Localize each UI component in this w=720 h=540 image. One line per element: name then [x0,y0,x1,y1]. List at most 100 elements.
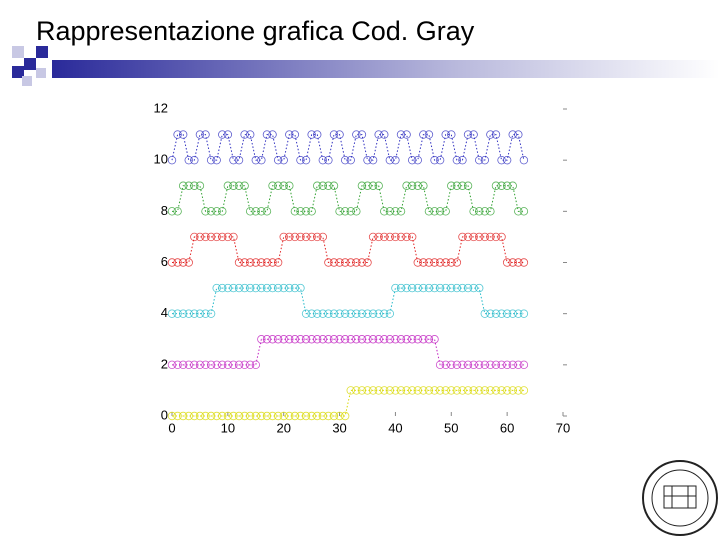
marker [218,232,227,242]
marker [240,258,249,267]
marker [486,207,495,216]
marker [329,335,339,344]
marker [184,309,193,318]
y-tick-label: 8 [161,203,168,218]
marker [447,181,456,190]
marker [290,283,300,293]
marker [475,232,484,242]
marker [206,207,216,216]
marker [346,309,355,318]
marker [368,181,378,190]
marker [240,411,249,421]
marker [352,335,361,344]
marker [363,386,372,395]
marker [469,207,478,216]
marker [452,181,462,190]
marker [357,386,367,395]
marker [435,283,445,293]
marker [430,207,439,216]
marker [268,258,277,267]
marker [173,258,182,267]
marker [245,411,255,421]
marker [413,258,422,267]
marker [452,258,462,267]
marker [212,360,221,370]
marker [380,335,389,344]
marker [212,155,221,165]
marker [463,386,473,395]
marker [301,411,311,421]
plot: 0 2 4 6 8 10 12 0 10 20 30 40 50 60 70 [154,100,571,435]
marker [458,386,467,395]
marker [296,283,305,293]
marker [435,360,445,370]
marker [497,155,506,165]
marker [491,360,501,370]
marker [212,232,221,242]
marker [407,181,417,190]
marker [352,207,361,216]
marker [296,411,305,421]
series-line [172,185,524,212]
marker [279,283,288,293]
marker [502,386,512,395]
marker [402,386,411,395]
marker [480,207,489,216]
marker [352,386,361,395]
marker [447,360,456,370]
marker [206,411,216,421]
marker [178,181,188,190]
marker [273,181,283,190]
marker [257,155,266,165]
marker [469,130,478,139]
marker [374,386,383,395]
marker [402,130,411,139]
marker [486,232,495,242]
marker [380,309,389,318]
marker [173,360,182,370]
marker [212,207,221,216]
marker [324,411,333,421]
marker [519,207,529,216]
marker [368,309,378,318]
marker [251,207,260,216]
marker [268,411,277,421]
marker [497,309,506,318]
marker [245,283,255,293]
marker [391,155,400,165]
marker [346,207,355,216]
marker [313,335,322,344]
marker [407,155,417,165]
slide-title: Rappresentazione grafica Cod. Gray [36,16,475,46]
marker [458,360,467,370]
marker [363,181,372,190]
marker [480,232,489,242]
series-line [172,338,524,366]
marker [184,181,193,190]
marker [396,232,406,242]
marker [240,360,249,370]
marker [491,309,501,318]
marker [184,411,193,421]
marker [486,130,495,139]
marker [335,309,344,318]
marker [374,130,383,139]
marker [301,309,311,318]
marker [329,258,339,267]
marker [385,335,395,344]
marker [190,309,199,318]
marker [363,309,372,318]
marker [430,258,439,267]
marker [251,155,260,165]
marker [201,411,210,421]
marker [380,386,389,395]
marker [245,130,255,139]
marker [497,386,506,395]
marker [335,258,344,267]
marker [508,309,517,318]
marker [167,309,177,318]
marker [229,232,238,242]
marker [329,309,339,318]
marker [201,309,210,318]
